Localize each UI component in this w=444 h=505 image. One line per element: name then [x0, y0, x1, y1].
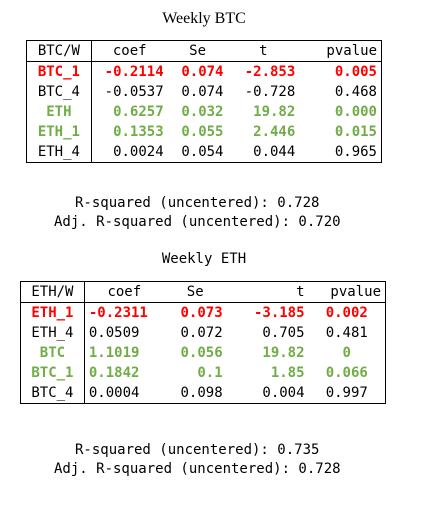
row-t: 0.705 [262, 325, 305, 341]
row-coef: 0.0004 [88, 385, 140, 401]
row-se: 0.055 [181, 124, 224, 140]
table-row: BTC_4 0.0004 0.098 0.004 0.997 [20, 383, 386, 404]
header-variable: ETH/W [20, 281, 85, 303]
row-coef: 0.0509 [88, 325, 140, 341]
row-variable: BTC_4 [26, 82, 92, 102]
row-pvalue: 0.066 [325, 365, 368, 381]
row-coef: -0.0537 [104, 84, 164, 100]
table-row: ETH_1 -0.2311 0.073 -3.185 0.002 [20, 302, 386, 323]
row-se: 0.074 [181, 84, 224, 100]
table-row: BTC_1 -0.2114 0.074 -2.853 0.005 [26, 61, 382, 82]
row-variable: BTC_1 [20, 363, 85, 383]
btc-r-squared: R-squared (uncentered): 0.728 [75, 195, 320, 211]
row-se: 0.098 [180, 385, 223, 401]
header-t: t [227, 40, 300, 62]
table-row: ETH_4 0.0024 0.054 0.044 0.965 [26, 142, 382, 163]
row-variable: BTC [20, 343, 85, 363]
table-row: ETH_4 0.0509 0.072 0.705 0.481 [20, 323, 386, 343]
weekly-btc-title: Weekly BTC [162, 10, 246, 27]
weekly-eth-regression-table: ETH/W coef Se t pvalue ETH_1 -0.2311 0.0… [20, 281, 386, 404]
eth-r-squared: R-squared (uncentered): 0.735 [75, 442, 320, 458]
header-pvalue: pvalue [299, 40, 382, 62]
eth-adj-r-squared: Adj. R-squared (uncentered): 0.728 [54, 461, 341, 477]
weekly-btc-regression-table: BTC/W coef Se t pvalue BTC_1 -0.2114 0.0… [26, 40, 382, 163]
row-se: 0.1 [197, 365, 223, 381]
row-pvalue: 0.468 [334, 84, 377, 100]
row-se: 0.073 [180, 305, 223, 321]
row-se: 0.032 [181, 104, 224, 120]
table-row: ETH_1 0.1353 0.055 2.446 0.015 [26, 122, 382, 142]
row-se: 0.074 [181, 64, 224, 80]
row-coef: -0.2114 [104, 64, 164, 80]
header-se: Se [163, 281, 227, 303]
row-pvalue: 0.965 [334, 144, 377, 160]
row-coef: 1.1019 [88, 345, 140, 361]
table-row: BTC_4 -0.0537 0.074 -0.728 0.468 [26, 82, 382, 102]
row-variable: ETH [26, 102, 92, 122]
header-pvalue: pvalue [308, 281, 386, 303]
table-row: ETH 0.6257 0.032 19.82 0.000 [26, 102, 382, 122]
row-se: 0.072 [180, 325, 223, 341]
header-variable: BTC/W [26, 40, 92, 62]
row-coef: 0.0024 [113, 144, 164, 160]
row-pvalue: 0.002 [325, 305, 368, 321]
row-pvalue: 0.015 [334, 124, 377, 140]
row-variable: ETH_4 [26, 142, 92, 163]
header-t: t [226, 281, 309, 303]
row-variable: BTC_4 [20, 383, 85, 404]
table-row: BTC 1.1019 0.056 19.82 0 [20, 343, 386, 363]
row-variable: ETH_1 [20, 302, 85, 323]
row-t: -2.853 [244, 64, 296, 80]
row-pvalue: 0 [342, 345, 351, 361]
row-coef: 0.1842 [88, 365, 140, 381]
row-t: 2.446 [253, 124, 296, 140]
header-coef: coef [91, 40, 168, 62]
row-t: -3.185 [253, 305, 305, 321]
row-t: 19.82 [262, 345, 305, 361]
row-variable: BTC_1 [26, 61, 92, 82]
btc-adj-r-squared: Adj. R-squared (uncentered): 0.720 [54, 214, 341, 230]
row-t: -0.728 [244, 84, 296, 100]
row-coef: -0.2311 [88, 305, 148, 321]
row-variable: ETH_4 [20, 323, 85, 343]
row-coef: 0.1353 [113, 124, 164, 140]
header-se: Se [167, 40, 228, 62]
row-pvalue: 0.481 [325, 325, 368, 341]
row-pvalue: 0.997 [325, 385, 368, 401]
row-pvalue: 0.000 [334, 104, 377, 120]
row-se: 0.054 [181, 144, 224, 160]
row-t: 0.004 [262, 385, 305, 401]
row-t: 19.82 [253, 104, 296, 120]
row-pvalue: 0.005 [334, 64, 377, 80]
row-t: 1.85 [270, 365, 305, 381]
row-t: 0.044 [253, 144, 296, 160]
table-header-row: BTC/W coef Se t pvalue [26, 40, 382, 62]
table-row: BTC_1 0.1842 0.1 1.85 0.066 [20, 363, 386, 383]
row-coef: 0.6257 [113, 104, 164, 120]
table-header-row: ETH/W coef Se t pvalue [20, 281, 386, 303]
header-coef: coef [84, 281, 164, 303]
weekly-eth-title: Weekly ETH [161, 251, 247, 267]
row-se: 0.056 [180, 345, 223, 361]
row-variable: ETH_1 [26, 122, 92, 142]
